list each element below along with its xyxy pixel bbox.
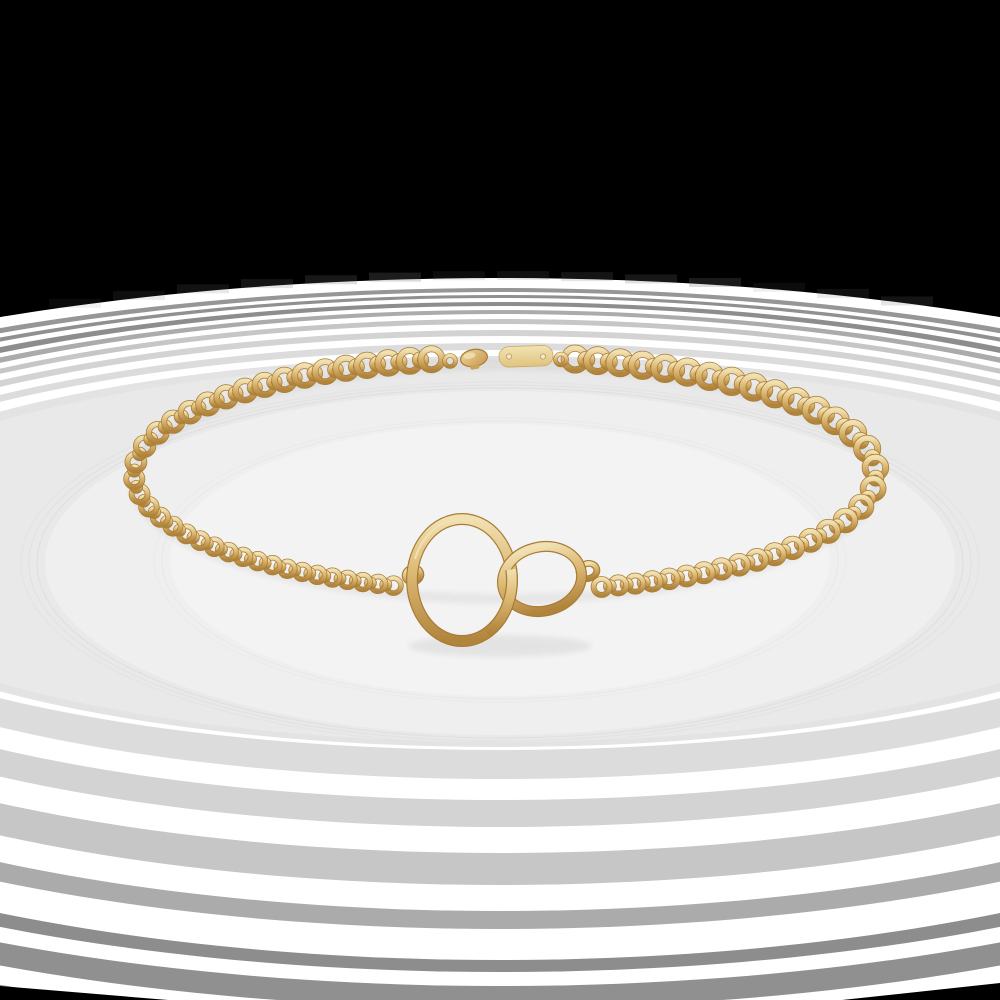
chain-link — [591, 576, 612, 598]
charm-highlight — [413, 518, 458, 560]
corner-mask — [0, 986, 168, 1000]
compression-artifact — [433, 271, 485, 281]
clasp-tag-hole — [539, 353, 547, 360]
plate-ridge-line — [161, 420, 839, 700]
compression-artifact — [241, 279, 293, 289]
compression-artifact — [881, 296, 933, 306]
compression-artifact — [305, 275, 357, 285]
clasp-end-link — [553, 352, 569, 367]
plate-ridge-line — [153, 417, 847, 703]
charm-overlap-arc — [484, 568, 517, 637]
compression-artifact — [817, 288, 869, 298]
compression-artifact — [369, 272, 421, 282]
compression-artifact — [561, 272, 613, 282]
charm-small-ring — [498, 542, 586, 616]
plate-ridge-line — [28, 384, 972, 742]
clasp-assembly — [442, 345, 569, 370]
clasp-tag — [498, 345, 554, 368]
corner-mask — [842, 983, 1000, 1000]
clasp-tag-hole — [505, 353, 513, 360]
plate-inner-ellipse — [170, 424, 830, 696]
plate-inner-surface — [20, 381, 980, 745]
interlocking-circles-charm — [401, 513, 601, 647]
gold-cable-chain — [123, 344, 890, 598]
compression-artifact — [177, 284, 229, 294]
chain-link — [418, 346, 445, 373]
clasp-jump-ring — [442, 353, 458, 369]
compression-artifact — [113, 290, 165, 300]
compression-artifact — [49, 298, 101, 308]
bottom-corner-masks — [0, 983, 1000, 1000]
compression-artifact — [753, 282, 805, 292]
lobster-clasp-highlight — [463, 352, 476, 359]
compression-artifact — [497, 271, 549, 281]
lobster-clasp-trigger — [470, 364, 480, 370]
plate-edge-artifacts — [49, 271, 933, 308]
compression-artifact — [625, 274, 677, 284]
compression-artifact — [689, 277, 741, 287]
plate-ridge-line — [20, 381, 980, 745]
plate-ridge-line — [36, 387, 964, 739]
